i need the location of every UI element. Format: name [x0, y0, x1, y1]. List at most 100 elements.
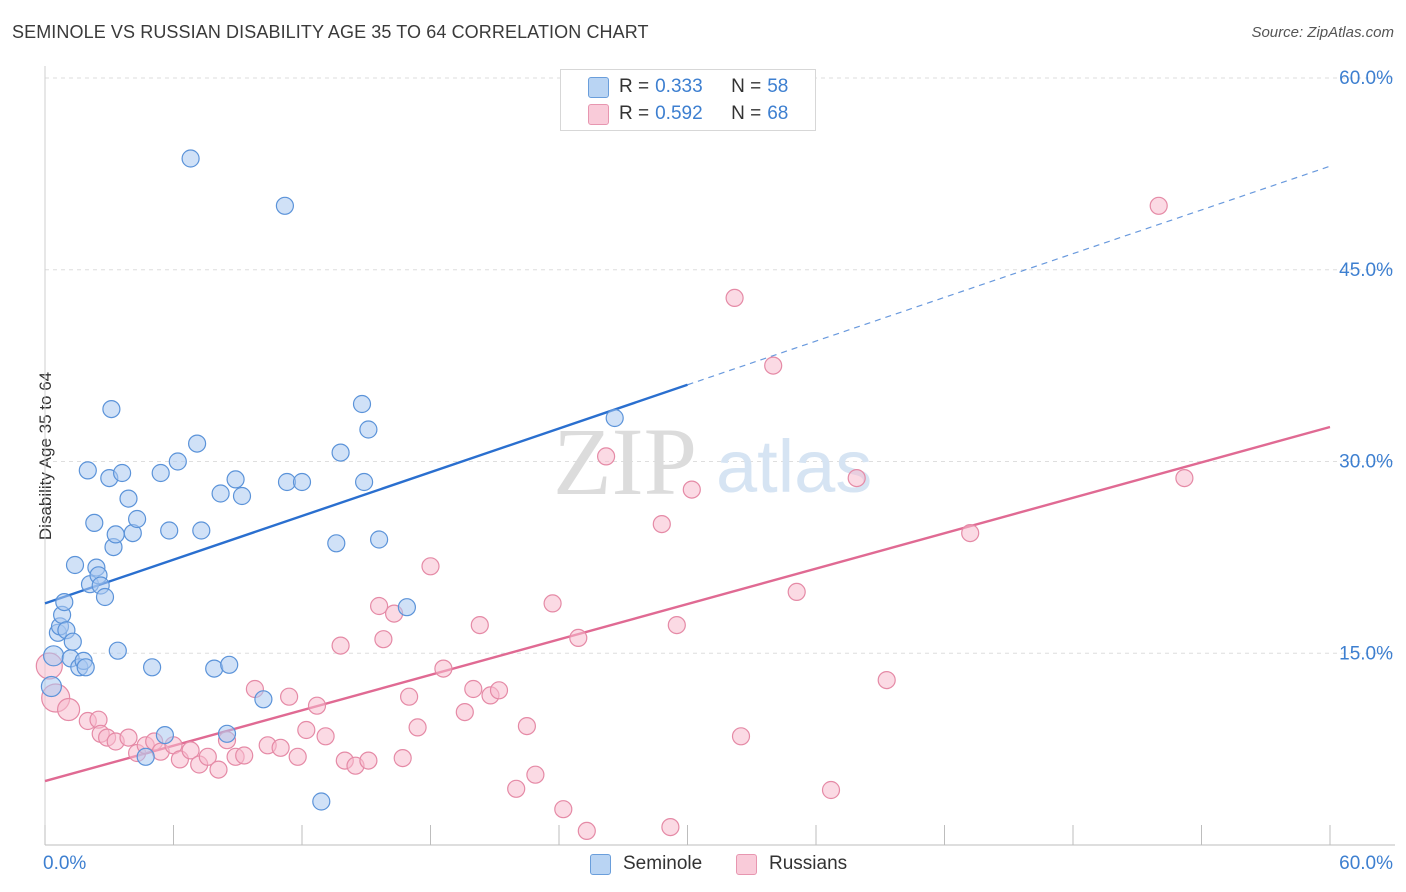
russians-point	[374, 630, 393, 649]
russians-point	[56, 697, 81, 722]
russians-point	[489, 681, 509, 700]
russians-point	[667, 615, 686, 635]
russians-point	[370, 596, 389, 616]
russians-point	[961, 523, 980, 543]
russians-point	[434, 659, 453, 678]
y-tick-label: 60.0%	[1339, 68, 1393, 89]
seminole-point	[217, 724, 237, 743]
russians-point	[198, 747, 217, 766]
y-tick-label: 15.0%	[1339, 643, 1393, 664]
seminole-point	[151, 463, 170, 483]
gridlines	[45, 77, 1395, 654]
seminole-point	[254, 690, 273, 709]
seminole-point	[143, 658, 162, 677]
russians-point	[1149, 196, 1168, 215]
seminole-point	[42, 645, 65, 667]
data-points	[35, 149, 1194, 841]
bottom-legend-russians: Russians	[736, 852, 847, 876]
russians-point	[119, 728, 138, 747]
russians-swatch	[736, 853, 757, 875]
seminole-point	[352, 394, 372, 414]
legend-r-label: R =	[619, 103, 650, 124]
seminole-point	[65, 555, 85, 575]
y-tick-label: 30.0%	[1339, 452, 1393, 473]
legend-n-value: 68	[767, 103, 789, 124]
russians-point	[297, 720, 316, 740]
legend-n-value: 58	[767, 76, 789, 97]
seminole-point	[78, 461, 97, 480]
seminole-trend-extension	[687, 165, 1331, 386]
legend-r-value: 0.333	[655, 76, 703, 97]
seminole-point	[181, 149, 200, 168]
russians-point	[271, 738, 290, 757]
seminole-point	[76, 658, 95, 677]
seminole-point	[112, 463, 132, 483]
russians-point	[661, 817, 680, 837]
legend: R = 0.333 N = 58 R = 0.592 N = 68	[560, 69, 816, 131]
russians-point	[821, 780, 841, 800]
russians-point	[577, 821, 596, 841]
seminole-point	[136, 747, 155, 766]
russians-point	[307, 696, 327, 715]
bottom-legend-seminole: Seminole	[590, 852, 702, 876]
seminole-point	[232, 486, 252, 506]
russians-point	[408, 718, 427, 737]
seminole-trend-line	[44, 383, 688, 605]
seminole-point	[63, 632, 82, 651]
seminole-point	[155, 725, 174, 745]
russians-point	[235, 746, 254, 765]
legend-r-label: R =	[619, 76, 650, 97]
russians-point	[280, 687, 299, 706]
russians-point	[464, 679, 483, 699]
seminole-point	[102, 400, 121, 419]
seminole-point	[95, 587, 115, 607]
russians-point	[393, 748, 412, 768]
russians-point	[316, 727, 335, 746]
bottom-legend-seminole-label: Seminole	[623, 853, 703, 874]
russians-point	[470, 615, 489, 635]
seminole-point	[331, 443, 350, 462]
seminole-point	[370, 530, 389, 549]
watermark-atlas: atlas	[716, 425, 872, 508]
seminole-point	[397, 598, 416, 617]
seminole-swatch	[590, 853, 611, 875]
seminole-point	[85, 513, 104, 533]
russians-point	[543, 594, 562, 613]
legend-n-label: N =	[731, 103, 762, 124]
russians-point	[764, 356, 783, 375]
russians-point	[400, 687, 419, 706]
seminole-point	[211, 484, 230, 503]
russians-point	[331, 636, 350, 655]
russians-point	[507, 779, 526, 798]
russians-point	[877, 670, 896, 690]
seminole-point	[359, 420, 378, 439]
source-label: Source: ZipAtlas.com	[1251, 24, 1394, 41]
russians-point	[725, 288, 744, 307]
y-tick-label: 45.0%	[1339, 260, 1393, 281]
seminole-point	[106, 525, 125, 544]
russians-point	[731, 727, 751, 746]
seminole-point	[188, 434, 207, 453]
axes	[44, 66, 1395, 846]
russians-point	[1175, 469, 1194, 488]
seminole-point	[220, 655, 239, 674]
watermark-zip: ZIP	[553, 408, 697, 515]
seminole-point	[128, 509, 147, 529]
legend-row-seminole: R = 0.333 N = 58	[588, 75, 789, 99]
seminole-point	[605, 408, 624, 428]
russians-point	[455, 702, 474, 722]
legend-r-value: 0.592	[655, 103, 703, 124]
russians-point	[569, 628, 588, 648]
russians-trend-line	[44, 425, 1331, 783]
seminole-point	[355, 472, 374, 492]
russians-point	[421, 557, 440, 576]
russians-point	[526, 765, 545, 784]
legend-row-russians: R = 0.592 N = 68	[588, 102, 789, 126]
russians-point	[181, 741, 200, 760]
seminole-point	[40, 675, 63, 698]
chart-title: SEMINOLE VS RUSSIAN DISABILITY AGE 35 TO…	[12, 22, 649, 42]
russians-point	[554, 800, 573, 819]
x-tick-label: 0.0%	[43, 853, 86, 874]
bottom-legend-russians-label: Russians	[769, 853, 848, 874]
